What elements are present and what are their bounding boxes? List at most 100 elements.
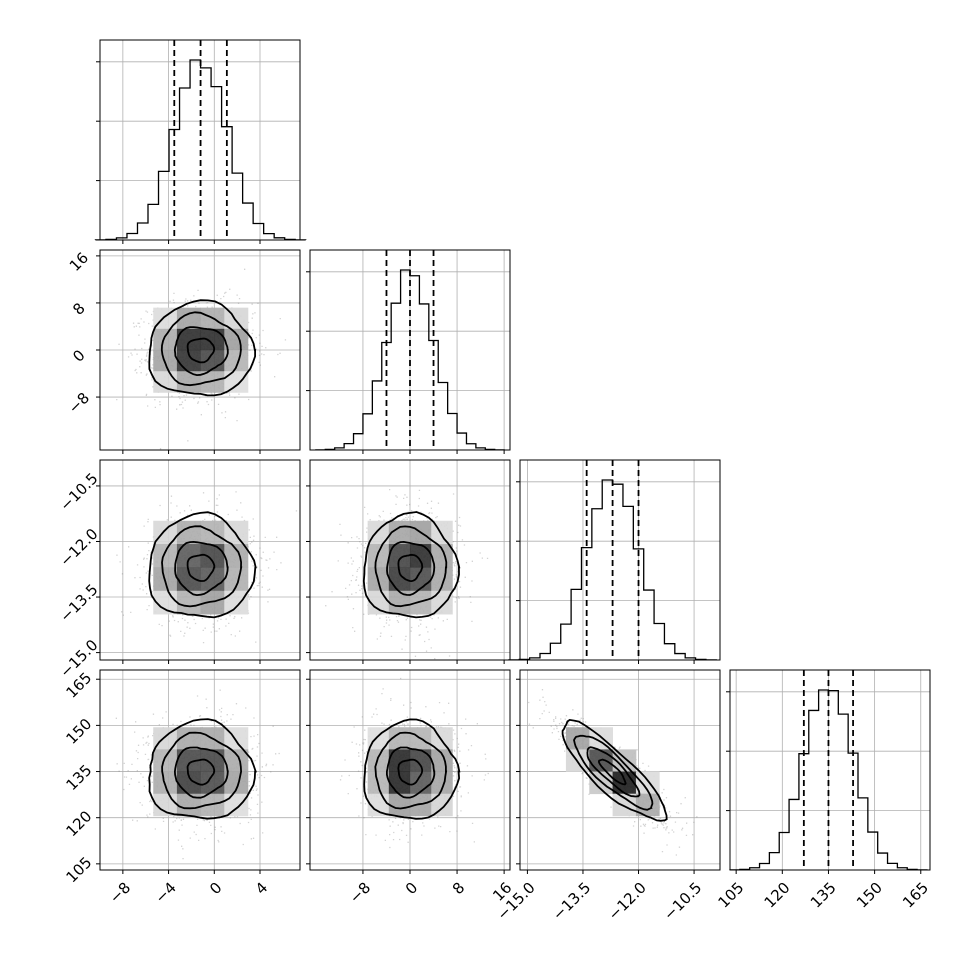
panel-0-1-contour-3 <box>148 299 256 397</box>
hist-0-frame <box>99 39 301 241</box>
scatter-panel-0-3 <box>99 669 301 871</box>
panel-1-2-contour-1 <box>386 540 436 596</box>
panel-0-1-density-cell <box>176 371 201 393</box>
panel-2-3-contour-1 <box>586 746 641 798</box>
ytick-label-2-3: −10.5 <box>56 469 101 514</box>
panel-0-3-density-cell <box>200 771 225 795</box>
panel-content-1-2 <box>310 460 510 660</box>
panel-2-3-contour-0 <box>597 758 627 786</box>
panel-0-1-density-cell <box>176 328 201 351</box>
panel-0-2-contour-3 <box>148 511 257 619</box>
scatter-panel-1-3 <box>309 669 511 871</box>
scatter-panel-2-3 <box>519 669 721 871</box>
xtick-label-2-2: −12.0 <box>605 879 650 924</box>
panel-0-1-density-cell <box>200 371 225 393</box>
panel-2-3-frame <box>519 669 721 871</box>
panel-0-3-density-cell <box>224 793 249 817</box>
panel-2-3-density-cell <box>612 793 637 817</box>
panel-0-3-density-cell <box>200 749 225 772</box>
panel-1-2-density-cell <box>367 544 390 568</box>
xtick-label-3-3: 150 <box>853 879 886 912</box>
panel-1-3-density-cell <box>388 793 411 817</box>
panel-0-2-density-cell <box>224 567 249 592</box>
panel-2-3-density-cell <box>612 749 637 772</box>
panel-0-3-density-cell <box>153 749 178 772</box>
panel-2-3-contour-2 <box>573 734 654 811</box>
hist-panel-2 <box>508 459 721 661</box>
panel-0-1-density-cell <box>224 350 249 372</box>
panel-0-2-density-cell <box>200 567 225 592</box>
ytick-label-2-1: −13.5 <box>56 580 101 625</box>
panel-1-2-density-cell <box>410 544 432 568</box>
panel-1-3-density-cell <box>431 793 453 817</box>
panel-0-2-density-cell <box>224 590 249 615</box>
panel-2-3-density-cell <box>635 793 660 817</box>
ytick-label-1-0: −8 <box>65 389 93 417</box>
xtick-label-3-4: 165 <box>899 879 932 912</box>
xtick-label-1-2: 8 <box>449 879 468 898</box>
xtick-label-1-0: −8 <box>346 879 374 907</box>
ytick-label-3-1: 120 <box>62 807 95 840</box>
panel-1-2-contour-2 <box>374 525 448 608</box>
panel-0-1-density-cell <box>224 328 249 351</box>
panel-0-2-density-cell <box>224 544 249 568</box>
panel-0-1-density-cell <box>200 328 225 351</box>
panel-content-0-2 <box>100 460 300 660</box>
panel-0-3-contour-1 <box>173 746 229 799</box>
panel-1-2-density-cell <box>388 590 411 615</box>
scatter-panel-0-2 <box>99 459 301 661</box>
xtick-label-3-2: 135 <box>807 879 840 912</box>
panel-0-2-density-cell <box>176 590 201 615</box>
panel-1-2-density-cell <box>431 590 453 615</box>
scatter-panel-0-1 <box>99 249 301 451</box>
panel-1-3-contour-3 <box>363 718 461 820</box>
panel-1-2-density-cell <box>410 567 432 592</box>
panel-1-2-density-cell <box>388 544 411 568</box>
xtick-label-0-2: 0 <box>206 879 225 898</box>
ytick-label-2-2: −12.0 <box>56 525 101 570</box>
panel-0-1-density-cell <box>153 328 178 351</box>
panel-1-2-contour-3 <box>362 511 461 619</box>
panel-content-2-3 <box>520 670 720 870</box>
ytick-label-1-3: 16 <box>66 249 92 275</box>
panel-1-2-density-cell <box>410 590 432 615</box>
panel-1-3-density-cell <box>410 749 432 772</box>
panel-1-3-density-cell <box>431 749 453 772</box>
panel-content-0-1 <box>100 250 300 450</box>
panel-1-3-contour-1 <box>386 746 436 799</box>
panel-0-3-contour-0 <box>186 758 216 786</box>
panel-0-3-frame <box>99 669 301 871</box>
panel-1-3-contour-0 <box>397 758 424 786</box>
panel-0-3-density-cell <box>224 771 249 795</box>
panel-0-1-contour-2 <box>160 311 242 387</box>
panel-0-2-contour-0 <box>186 553 216 582</box>
hist-2-frame <box>519 459 721 661</box>
panel-content-1-3 <box>310 670 510 870</box>
xtick-label-2-1: −13.5 <box>549 879 594 924</box>
panel-1-2-density-cell <box>431 544 453 568</box>
xtick-label-2-3: −10.5 <box>660 879 705 924</box>
panel-1-3-density-cell <box>367 727 390 750</box>
panel-1-3-density-cell <box>410 793 432 817</box>
panel-0-2-density-cell <box>176 544 201 568</box>
ytick-label-1-2: 8 <box>69 299 88 318</box>
panel-0-1-contour-1 <box>173 326 229 377</box>
hist-3-frame <box>729 669 931 871</box>
xtick-label-3-0: 105 <box>714 879 747 912</box>
panel-0-2-density-cell <box>153 544 178 568</box>
panel-content-0-3 <box>100 670 300 870</box>
panel-1-3-contour-2 <box>374 731 448 810</box>
panel-0-1-density-cell <box>224 371 249 393</box>
panel-0-3-density-cell <box>224 749 249 772</box>
panel-2-3-density-cell <box>565 727 590 750</box>
panel-0-2-contour-1 <box>174 540 229 597</box>
panel-1-2-contour-0 <box>397 553 424 583</box>
xtick-label-0-0: −8 <box>106 879 134 907</box>
ytick-label-1-1: 0 <box>69 346 88 365</box>
panel-1-3-density-cell <box>367 749 390 772</box>
panel-2-3-contour-3 <box>561 718 668 822</box>
panel-0-3-density-cell <box>176 793 201 817</box>
panel-0-2-frame <box>99 459 301 661</box>
